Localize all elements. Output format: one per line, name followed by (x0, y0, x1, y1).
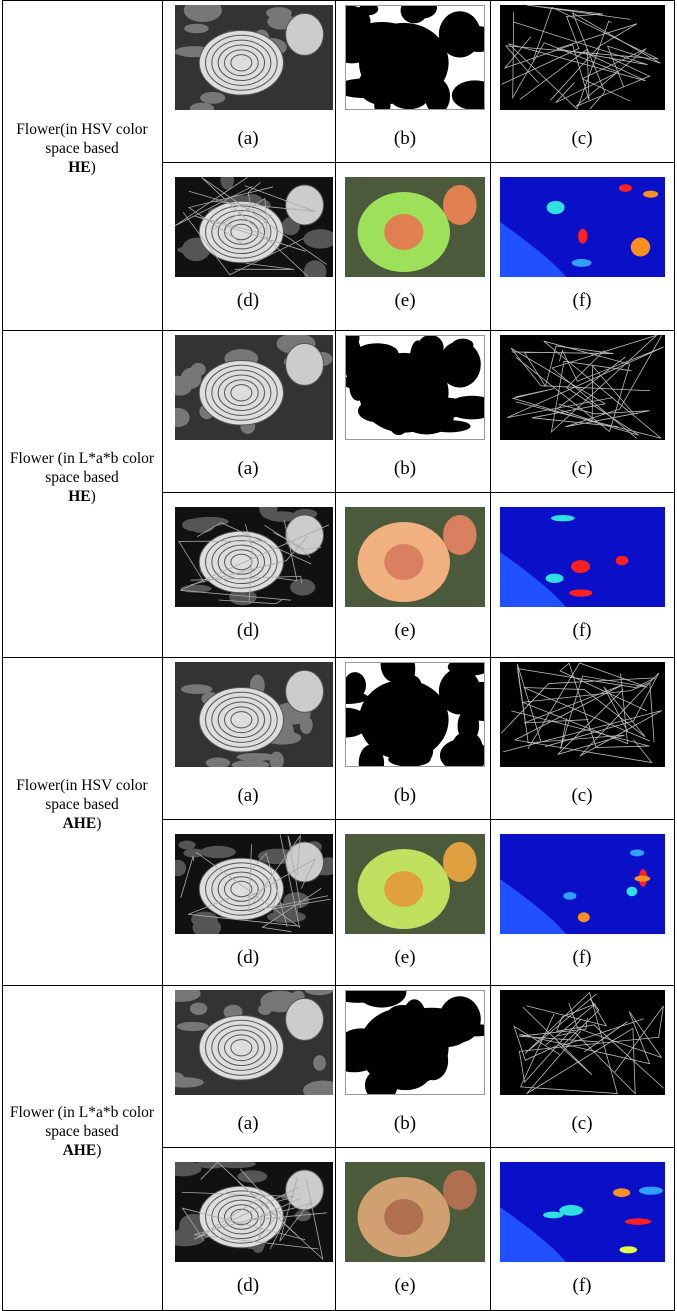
caption: (e) (345, 620, 465, 642)
table-border (674, 0, 675, 1311)
method-name: AHE (63, 1142, 97, 1159)
result-image (175, 662, 333, 767)
result-image (175, 990, 333, 1095)
caption: (a) (188, 1113, 308, 1135)
table-border (162, 1147, 675, 1148)
result-image (345, 834, 485, 934)
result-image (500, 990, 665, 1095)
method-name: HE (68, 488, 90, 505)
result-image (500, 1162, 665, 1262)
caption: (c) (522, 785, 642, 807)
table-border (2, 657, 675, 658)
table-border (162, 492, 675, 493)
method-name: HE (68, 159, 90, 176)
caption: (c) (522, 128, 642, 150)
caption: (e) (345, 290, 465, 312)
result-image (345, 1162, 485, 1262)
result-image (500, 507, 665, 607)
caption: (a) (188, 785, 308, 807)
result-image (345, 507, 485, 607)
results-table: Flower(in HSV color space based HE) (a) (b)… (0, 0, 677, 1311)
caption: (b) (345, 128, 465, 150)
row-label: Flower (in L*a*b color space based HE) (4, 449, 160, 506)
caption: (b) (345, 458, 465, 480)
caption: (d) (188, 1275, 308, 1297)
table-border (2, 0, 3, 1311)
result-image (500, 335, 665, 440)
method-name: AHE (63, 815, 97, 832)
label-close: ) (96, 1142, 101, 1159)
caption: (f) (522, 947, 642, 969)
result-image (175, 507, 333, 607)
caption: (e) (345, 947, 465, 969)
label-close: ) (96, 815, 101, 832)
caption: (a) (188, 458, 308, 480)
caption: (d) (188, 620, 308, 642)
table-border (2, 985, 675, 986)
table-border (2, 330, 675, 331)
result-image (175, 1162, 333, 1262)
caption: (c) (522, 1113, 642, 1135)
result-image (175, 834, 333, 934)
result-image (345, 662, 485, 767)
table-border (162, 162, 675, 163)
caption: (f) (522, 620, 642, 642)
table-border (2, 0, 675, 1)
label-close: ) (91, 488, 96, 505)
table-border (162, 0, 163, 1311)
row-label: Flower(in HSV color space based HE) (4, 120, 160, 177)
caption: (a) (188, 128, 308, 150)
result-image (500, 834, 665, 934)
result-image (345, 990, 485, 1095)
label-text: Flower(in HSV color space based (16, 121, 147, 157)
result-image (345, 177, 485, 277)
label-close: ) (91, 159, 96, 176)
caption: (e) (345, 1275, 465, 1297)
label-text: Flower (in L*a*b color space based (10, 450, 154, 486)
table-border (162, 819, 675, 820)
label-text: Flower (in L*a*b color space based (10, 1104, 154, 1140)
caption: (c) (522, 458, 642, 480)
result-image (500, 662, 665, 767)
result-image (500, 177, 665, 277)
caption: (d) (188, 947, 308, 969)
caption: (f) (522, 1275, 642, 1297)
row-label: Flower (in L*a*b color space based AHE) (4, 1103, 160, 1160)
result-image (175, 335, 333, 440)
caption: (b) (345, 785, 465, 807)
caption: (f) (522, 290, 642, 312)
row-label: Flower(in HSV color space based AHE) (4, 776, 160, 833)
label-text: Flower(in HSV color space based (16, 777, 147, 813)
result-image (345, 335, 485, 440)
result-image (175, 5, 333, 110)
result-image (345, 5, 485, 110)
result-image (500, 5, 665, 110)
table-border (490, 0, 491, 1311)
result-image (175, 177, 333, 277)
caption: (d) (188, 290, 308, 312)
table-border (335, 0, 336, 1311)
caption: (b) (345, 1113, 465, 1135)
